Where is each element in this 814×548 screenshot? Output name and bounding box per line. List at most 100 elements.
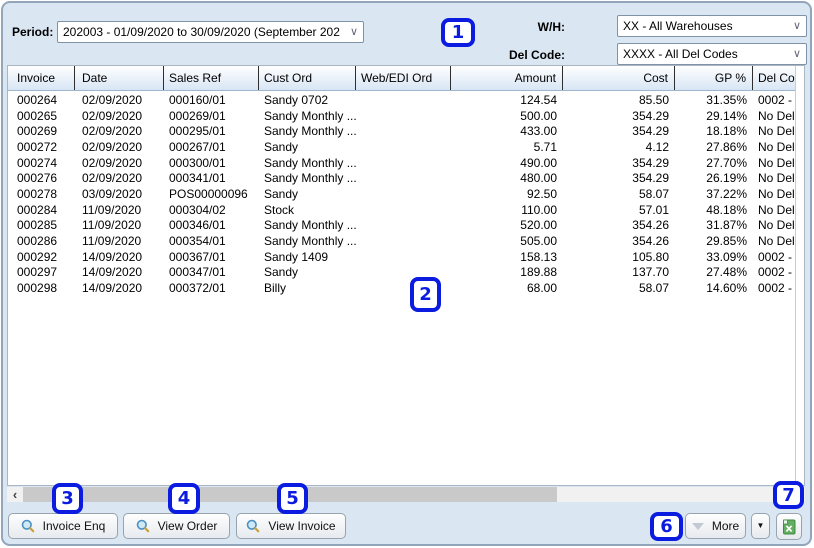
column-header-amount[interactable]: Amount [451, 66, 563, 90]
cell-amount: 124.54 [520, 92, 557, 107]
column-header-invoice[interactable]: Invoice [8, 66, 75, 90]
cell-cost: 58.07 [638, 281, 669, 296]
cell-sales-ref: 000304/02 [169, 202, 226, 217]
cell-amount: 68.00 [526, 281, 557, 296]
cell-invoice: 000286 [17, 234, 58, 249]
table-row[interactable]: 000265 02/09/2020 000269/01 Sandy Monthl… [8, 108, 795, 124]
more-dropdown-button[interactable]: ▼ [751, 513, 770, 539]
horizontal-scrollbar[interactable]: ‹ [7, 487, 805, 502]
cell-cust-ord: Sandy Monthly ... [264, 124, 356, 139]
table-row[interactable]: 000292 14/09/2020 000367/01 Sandy 1409 1… [8, 249, 795, 265]
cell-invoice: 000269 [17, 124, 58, 139]
cell-del-code: 0002 - [758, 249, 793, 264]
view-invoice-label: View Invoice [268, 519, 336, 533]
cell-sales-ref: 000267/01 [169, 139, 226, 154]
table-row[interactable]: 000278 03/09/2020 POS00000096 Sandy 92.5… [8, 186, 795, 202]
cell-gp: 33.09% [706, 249, 747, 264]
cell-sales-ref: 000300/01 [169, 155, 226, 170]
invoice-table: Invoice Date Sales Ref Cust Ord Web/EDI … [7, 65, 805, 486]
column-header-date[interactable]: Date [75, 66, 164, 90]
cell-amount: 490.00 [520, 155, 557, 170]
scroll-left-arrow-icon[interactable]: ‹ [12, 487, 18, 502]
cell-cost: 354.26 [632, 234, 669, 249]
view-order-button[interactable]: View Order [123, 513, 230, 539]
column-header-cust-ord[interactable]: Cust Ord [259, 66, 356, 90]
cell-gp: 48.18% [706, 202, 747, 217]
export-excel-button[interactable] [776, 513, 802, 540]
cell-date: 02/09/2020 [82, 92, 143, 107]
column-header-cost[interactable]: Cost [563, 66, 675, 90]
cell-cust-ord: Sandy Monthly ... [264, 218, 356, 233]
cell-invoice: 000276 [17, 171, 58, 186]
cell-amount: 433.00 [520, 124, 557, 139]
annotation-badge-3: 3 [52, 483, 83, 514]
cell-cost: 85.50 [638, 92, 669, 107]
table-row[interactable]: 000274 02/09/2020 000300/01 Sandy Monthl… [8, 155, 795, 171]
cell-cost: 354.29 [632, 171, 669, 186]
cell-date: 11/09/2020 [82, 218, 142, 233]
column-header-gp[interactable]: GP % [675, 66, 753, 90]
cell-invoice: 000297 [17, 265, 58, 280]
cell-date: 14/09/2020 [82, 281, 143, 296]
table-row[interactable]: 000285 11/09/2020 000346/01 Sandy Monthl… [8, 218, 795, 234]
cell-date: 02/09/2020 [82, 139, 143, 154]
annotation-badge-2: 2 [410, 277, 441, 312]
cell-cust-ord: Stock [264, 202, 295, 217]
cell-cust-ord: Sandy 1409 [264, 249, 329, 264]
cell-sales-ref: 000295/01 [169, 124, 226, 139]
cell-date: 02/09/2020 [82, 108, 143, 123]
cell-del-code: No Deliv [758, 124, 795, 139]
table-row[interactable]: 000297 14/09/2020 000347/01 Sandy 189.88… [8, 265, 795, 281]
cell-gp: 31.35% [706, 92, 747, 107]
table-row[interactable]: 000276 02/09/2020 000341/01 Sandy Monthl… [8, 170, 795, 186]
table-row[interactable]: 000298 14/09/2020 000372/01 Billy 68.00 … [8, 280, 795, 296]
cell-gp: 27.70% [706, 155, 747, 170]
cell-gp: 18.18% [706, 124, 747, 139]
warehouse-combobox-value: XX - All Warehouses [623, 19, 733, 33]
table-body: 000264 02/09/2020 000160/01 Sandy 0702 1… [8, 92, 795, 296]
cell-cost: 4.12 [645, 139, 669, 154]
column-header-sales-ref[interactable]: Sales Ref [164, 66, 259, 90]
cell-amount: 500.00 [520, 108, 557, 123]
cell-amount: 505.00 [520, 234, 557, 249]
cell-cost: 354.29 [632, 108, 669, 123]
cell-cost: 354.29 [632, 155, 669, 170]
cell-sales-ref: 000269/01 [169, 108, 226, 123]
table-row[interactable]: 000264 02/09/2020 000160/01 Sandy 0702 1… [8, 92, 795, 108]
cell-sales-ref: 000372/01 [169, 281, 226, 296]
view-order-label: View Order [157, 519, 218, 533]
cell-cost: 354.26 [632, 218, 669, 233]
del-code-combobox[interactable]: XXXX - All Del Codes ∨ [617, 43, 807, 65]
dropdown-arrow-icon: ▼ [756, 521, 765, 530]
cell-sales-ref: 000341/01 [169, 171, 226, 186]
warehouse-combobox[interactable]: XX - All Warehouses ∨ [617, 15, 807, 37]
period-combobox[interactable]: 202003 - 01/09/2020 to 30/09/2020 (Septe… [57, 21, 364, 43]
cell-cost: 137.70 [632, 265, 669, 280]
cell-date: 14/09/2020 [82, 265, 143, 280]
cell-sales-ref: 000160/01 [169, 92, 226, 107]
cell-invoice: 000284 [17, 202, 58, 217]
cell-date: 03/09/2020 [82, 186, 143, 201]
cell-date: 02/09/2020 [82, 155, 143, 170]
cell-cost: 105.80 [632, 249, 669, 264]
cell-cust-ord: Sandy 0702 [264, 92, 329, 107]
more-button[interactable]: More [685, 513, 746, 539]
column-header-web-edi-ord[interactable]: Web/EDI Ord [356, 66, 451, 90]
cell-amount: 92.50 [526, 186, 557, 201]
cell-date: 11/09/2020 [82, 234, 142, 249]
cell-invoice: 000265 [17, 108, 58, 123]
invoice-enq-button[interactable]: Invoice Enq [8, 513, 118, 539]
table-row[interactable]: 000272 02/09/2020 000267/01 Sandy 5.71 4… [8, 139, 795, 155]
table-header-row: Invoice Date Sales Ref Cust Ord Web/EDI … [8, 66, 795, 91]
table-row[interactable]: 000286 11/09/2020 000354/01 Sandy Monthl… [8, 233, 795, 249]
cell-gp: 27.86% [706, 139, 747, 154]
chevron-down-icon: ∨ [349, 26, 358, 38]
view-invoice-button[interactable]: View Invoice [236, 513, 346, 539]
del-code-label: Del Code: [508, 48, 565, 62]
cell-cust-ord: Sandy Monthly ... [264, 171, 356, 186]
search-icon [136, 519, 150, 533]
cell-sales-ref: 000354/01 [169, 234, 226, 249]
table-row[interactable]: 000269 02/09/2020 000295/01 Sandy Monthl… [8, 123, 795, 139]
column-header-del-code[interactable]: Del Code [758, 71, 795, 85]
table-row[interactable]: 000284 11/09/2020 000304/02 Stock 110.00… [8, 202, 795, 218]
